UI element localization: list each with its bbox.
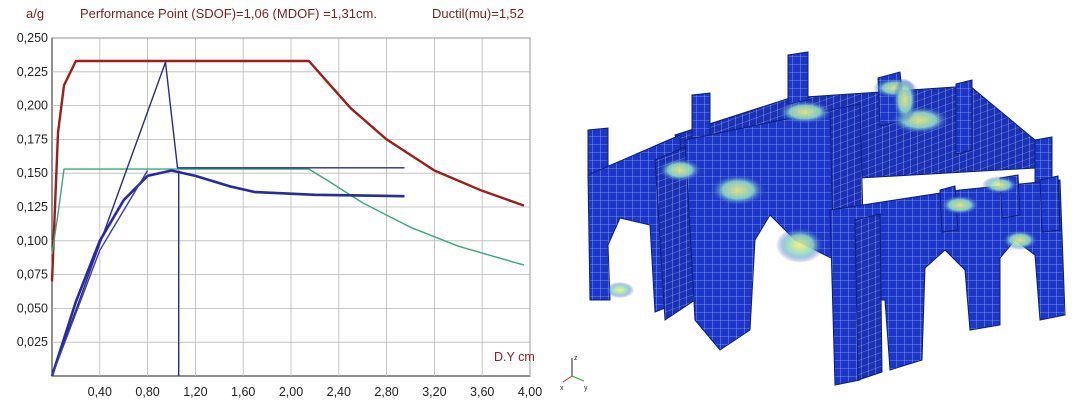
x-tick-label: 1,60 xyxy=(231,385,255,399)
x-axis-label: D.Y cm xyxy=(494,350,535,364)
axis-z-label: z xyxy=(574,355,578,362)
x-tick-label: 2,40 xyxy=(327,385,351,399)
stress-hotspots xyxy=(606,78,1038,298)
y-tick-label: 0,250 xyxy=(17,31,48,45)
x-tick-label: 1,20 xyxy=(183,385,207,399)
series-group xyxy=(50,59,525,377)
x-tick-label: 4,00 xyxy=(518,385,542,399)
y-tick-label: 0,075 xyxy=(17,268,48,282)
x-tick-label: 3,60 xyxy=(470,385,494,399)
series-line-3 xyxy=(51,61,405,377)
series-line-1 xyxy=(50,59,525,282)
fem-model-svg: z x y xyxy=(560,51,1066,392)
series-line-4 xyxy=(50,169,405,377)
fem-model-render: z x y xyxy=(560,0,1072,412)
x-tick-labels: 0,40 0,80 1,20 1,60 2,00 2,40 2,80 3,20 3,60 4,00 xyxy=(88,385,543,399)
y-tick-label: 0,175 xyxy=(17,132,48,146)
axis-x-label: x xyxy=(560,385,564,392)
axis-y-label: y xyxy=(584,385,588,392)
x-tick-label: 3,20 xyxy=(422,385,446,399)
y-tick-labels: 0,025 0,050 0,075 0,100 0,125 0,150 0,175 0,200… xyxy=(17,31,48,349)
y-tick-label: 0,025 xyxy=(17,335,48,349)
x-tick-label: 0,40 xyxy=(88,385,112,399)
chart-svg: 0,025 0,050 0,075 0,100 0,125 0,150 0,175 0,200… xyxy=(17,31,543,399)
x-tick-label: 2,80 xyxy=(374,385,398,399)
y-tick-label: 0,050 xyxy=(17,301,48,315)
y-tick-label: 0,200 xyxy=(17,99,48,113)
performance-point-label: Performance Point (SDOF)=1,06 (MDOF) =1,… xyxy=(80,6,377,21)
y-tick-label: 0,125 xyxy=(17,200,48,214)
x-tick-label: 2,00 xyxy=(279,385,303,399)
grid-lines xyxy=(52,37,531,376)
series-line-2 xyxy=(51,168,525,266)
y-tick-label: 0,150 xyxy=(17,166,48,180)
axes-indicator: z x y xyxy=(560,355,588,392)
left-arcade xyxy=(587,134,696,321)
y-tick-label: 0,100 xyxy=(17,234,48,248)
x-tick-label: 0,80 xyxy=(135,385,159,399)
ductility-label: Ductil(mu)=1,52 xyxy=(432,6,525,21)
series-line-5 xyxy=(51,170,149,377)
y-tick-label: 0,225 xyxy=(17,65,48,79)
capacity-chart: 0,025 0,050 0,075 0,100 0,125 0,150 0,175 0,200… xyxy=(16,6,543,399)
y-axis-label: a/g xyxy=(26,6,45,21)
